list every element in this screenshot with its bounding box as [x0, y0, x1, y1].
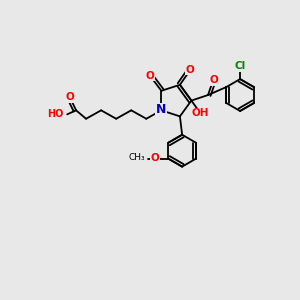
Text: Cl: Cl [235, 61, 246, 71]
Text: O: O [209, 75, 218, 85]
Text: CH₃: CH₃ [129, 154, 146, 163]
Text: OH: OH [191, 108, 209, 118]
Text: O: O [65, 92, 74, 102]
Text: HO: HO [47, 109, 64, 119]
Text: O: O [146, 71, 155, 81]
Text: N: N [156, 103, 166, 116]
Text: O: O [151, 153, 160, 163]
Text: O: O [186, 65, 195, 75]
